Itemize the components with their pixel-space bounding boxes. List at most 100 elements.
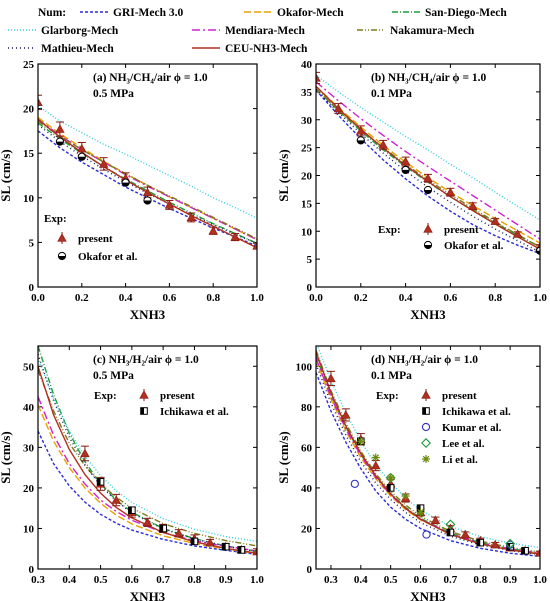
marker-triangle (57, 233, 67, 242)
exp-label: Exp: (94, 390, 117, 402)
marker-halfsquare-fill (447, 529, 451, 536)
marker-triangle (77, 143, 87, 153)
marker-halfcircle-fill (78, 156, 86, 161)
experiment-points (38, 94, 257, 250)
model-curves (38, 105, 257, 249)
exp-legend-label: Okafor et al. (444, 240, 504, 252)
marker-halfsquare-fill (140, 407, 144, 415)
y-tick-label: 20 (23, 483, 35, 495)
chart-panel-c: 0.3 0.4 0.5 0.6 0.7 0.8 0.9 1.0 0 10 20 30 40 50 (c) N… (0, 345, 264, 601)
marker-triangle (111, 495, 121, 504)
series-line (316, 351, 540, 555)
marker-triangle (445, 187, 456, 196)
marker-halfcircle-fill (357, 140, 365, 144)
y-tick-label: 30 (23, 442, 35, 454)
x-tick-label: 0.7 (444, 574, 458, 586)
y-axis-label: SL (cm/s) (276, 149, 291, 201)
series-line (38, 130, 257, 247)
marker-star (401, 492, 410, 501)
marker-triangle (371, 460, 381, 470)
x-tick-label: 0.6 (125, 574, 139, 586)
y-axis-label: SL (cm/s) (0, 149, 13, 201)
y-axis-label: SL (cm/s) (276, 431, 291, 483)
exp-legend-label: present (78, 233, 113, 245)
exp-legend-label: present (442, 390, 477, 402)
panel-subtitle: 0.5 MPa (93, 370, 134, 382)
legend-heading: Num: (38, 7, 66, 19)
legend-item: Okafor-Mech (244, 7, 344, 19)
series-line (316, 74, 540, 221)
panel-subtitle: 0.1 MPa (371, 370, 412, 382)
legend-label: San-Diego-Mech (425, 7, 507, 19)
figure-legend: Num: GRI-Mech 3.0 Okafor-Mech San-Diego-Mec… (8, 7, 507, 55)
plot-frame (37, 345, 258, 570)
exp-label: Exp: (376, 390, 399, 402)
chart-panel-d: 0.3 0.4 0.5 0.6 0.7 0.8 0.9 1.0 0 20 40 60 80 100 (d) … (276, 345, 547, 601)
marker-halfsquare-fill (238, 546, 242, 554)
x-tick-label: 0.4 (399, 292, 413, 304)
y-tick-label: 5 (29, 237, 35, 249)
legend-item: Glarborg-Mech (8, 25, 119, 37)
marker-halfsquare-fill (128, 506, 132, 514)
marker-diamond (421, 438, 431, 448)
panel-subtitle: 0.1 MPa (371, 88, 412, 100)
x-tick-label: 0.7 (156, 574, 170, 586)
legend-label: Glarborg-Mech (41, 25, 119, 37)
exp-legend-label: Lee et al. (442, 438, 485, 450)
marker-triangle (252, 241, 257, 250)
marker-halfcircle-fill (58, 256, 66, 260)
exp-label: Exp: (378, 224, 401, 236)
marker-halfcircle-fill (402, 169, 410, 174)
experiment-points (316, 71, 540, 255)
exp-legend-label: Ichikawa et al. (442, 406, 511, 418)
series-line (38, 430, 257, 556)
x-tick-label: 0.4 (119, 292, 133, 304)
legend-item: San-Diego-Mech (392, 7, 507, 19)
marker-triangle (205, 537, 215, 547)
marker-triangle (400, 156, 411, 166)
x-tick-label: 0.9 (503, 574, 517, 586)
x-tick-label: 0.6 (414, 574, 428, 586)
y-tick-label: 10 (23, 193, 35, 205)
marker-triangle (341, 410, 351, 419)
y-tick-label: 10 (301, 226, 313, 238)
y-tick-label: 20 (301, 171, 313, 183)
marker-triangle (430, 515, 441, 525)
marker-triangle (423, 173, 433, 182)
panel-title: (d) NH₃/H₂/air ϕ = 1.0 (371, 354, 478, 366)
marker-star (356, 437, 365, 446)
experiment-points (326, 370, 540, 557)
marker-triangle (490, 216, 500, 225)
marker-halfcircle-fill (56, 141, 64, 146)
y-tick-label: 40 (301, 59, 313, 71)
series-line (316, 89, 540, 255)
series-line (38, 396, 257, 552)
y-tick-label: 0 (307, 282, 313, 294)
marker-halfcircle-fill (424, 245, 432, 249)
marker-triangle (356, 126, 366, 135)
marker-triangle (316, 73, 321, 82)
plot-frame (315, 63, 541, 288)
plot-frame (315, 345, 541, 570)
marker-halfsquare-fill (417, 504, 421, 512)
marker-halfsquare-fill (159, 525, 164, 532)
x-tick-label: 0.4 (354, 574, 368, 586)
x-tick-label: 1.0 (533, 292, 547, 304)
y-tick-label: 25 (301, 143, 313, 155)
marker-diamond (505, 538, 516, 549)
marker-triangle (460, 529, 471, 539)
y-tick-label: 40 (23, 402, 35, 414)
marker-circle (421, 422, 431, 432)
x-tick-label: 0.5 (384, 574, 398, 586)
panels: 0.0 0.2 0.4 0.6 0.8 1.0 0 5 10 15 20 25 (a) NH₃/CH₄/… (0, 59, 547, 601)
x-tick-label: 0.8 (206, 292, 220, 304)
experiment-points (80, 445, 257, 556)
marker-diamond (385, 472, 396, 483)
y-tick-label: 0 (29, 282, 35, 294)
x-axis-label: XNH3 (130, 307, 166, 322)
legend-label: GRI-Mech 3.0 (113, 7, 184, 19)
marker-star (416, 508, 425, 517)
marker-halfcircle-fill (143, 200, 152, 205)
marker-diamond (445, 519, 456, 530)
y-tick-label: 100 (296, 361, 313, 373)
